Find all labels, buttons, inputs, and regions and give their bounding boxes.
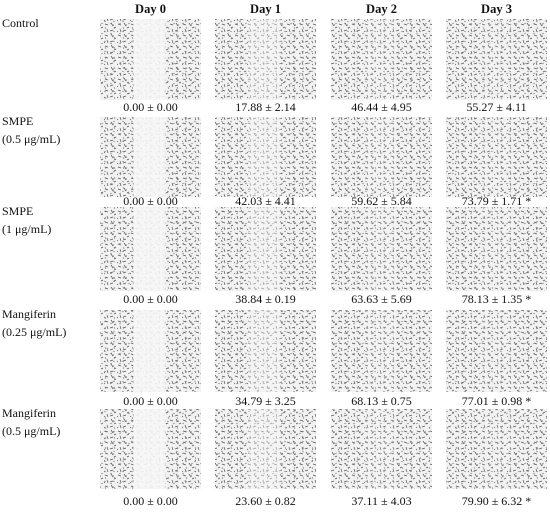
wound-gap (133, 19, 166, 100)
micrograph-overlay (446, 117, 547, 197)
wound-gap (133, 409, 166, 489)
caption: 37.11 ± 4.03 (351, 494, 411, 508)
wound-gap (248, 19, 281, 100)
caption: 78.13 ± 1.35 * (462, 292, 532, 306)
micrograph-overlay (215, 409, 316, 489)
caption: 77.01 ± 0.98 * (462, 394, 532, 408)
caption: 79.90 ± 6.32 * (462, 494, 532, 508)
micrograph-overlay (215, 19, 316, 100)
wound-gap (479, 207, 512, 291)
micrograph-overlay (331, 19, 432, 100)
wound-gap (248, 117, 281, 197)
row-label: (0.5 μg/mL) (2, 424, 60, 438)
row-label: SMPE (2, 114, 33, 128)
row-label: Mangiferin (2, 406, 56, 420)
wound-gap (248, 310, 281, 392)
wound-gap (364, 117, 397, 197)
wound-gap (479, 117, 512, 197)
wound-gap (364, 207, 397, 291)
wound-gap (479, 409, 512, 489)
row-label: SMPE (2, 204, 33, 218)
row-label: (0.5 μg/mL) (2, 132, 60, 146)
wound-gap (133, 207, 166, 291)
micrograph-overlay (446, 310, 547, 392)
caption: 17.88 ± 2.14 (235, 100, 296, 114)
caption: 55.27 ± 4.11 (466, 100, 526, 114)
micrograph-overlay (215, 207, 316, 291)
wound-gap (479, 19, 512, 100)
wound-gap (248, 409, 281, 489)
row-label: (0.25 μg/mL) (2, 325, 66, 339)
caption: 0.00 ± 0.00 (123, 394, 178, 408)
column-header: Day 0 (135, 2, 166, 16)
wound-gap (364, 19, 397, 100)
micrograph-overlay (215, 117, 316, 197)
caption: 0.00 ± 0.00 (123, 100, 178, 114)
micrograph-overlay (331, 409, 432, 489)
column-header: Day 3 (481, 2, 512, 16)
caption: 59.62 ± 5.84 (351, 194, 412, 208)
micrograph-overlay (215, 310, 316, 392)
micrograph-overlay (331, 310, 432, 392)
wound-gap (364, 310, 397, 392)
column-header: Day 2 (366, 2, 397, 16)
wound-gap (133, 117, 166, 197)
micrograph-overlay (446, 409, 547, 489)
caption: 63.63 ± 5.69 (351, 292, 412, 306)
caption: 34.79 ± 3.25 (235, 394, 296, 408)
micrograph-overlay (446, 19, 547, 100)
row-label: Mangiferin (2, 307, 56, 321)
wound-gap (248, 207, 281, 291)
micrograph-overlay (331, 207, 432, 291)
caption: 46.44 ± 4.95 (351, 100, 412, 114)
wound-gap (364, 409, 397, 489)
wound-gap (133, 310, 166, 392)
caption: 73.79 ± 1.71 * (462, 194, 532, 208)
caption: 0.00 ± 0.00 (123, 494, 178, 508)
caption: 38.84 ± 0.19 (235, 292, 296, 306)
micrograph-overlay (446, 207, 547, 291)
column-header: Day 1 (250, 2, 281, 16)
caption: 68.13 ± 0.75 (351, 394, 412, 408)
caption: 0.00 ± 0.00 (123, 194, 178, 208)
caption: 42.03 ± 4.41 (235, 194, 296, 208)
caption: 23.60 ± 0.82 (235, 494, 296, 508)
row-label: Control (2, 16, 39, 30)
micrograph-overlay (331, 117, 432, 197)
caption: 0.00 ± 0.00 (123, 292, 178, 306)
wound-gap (479, 310, 512, 392)
row-label: (1 μg/mL) (2, 222, 51, 236)
